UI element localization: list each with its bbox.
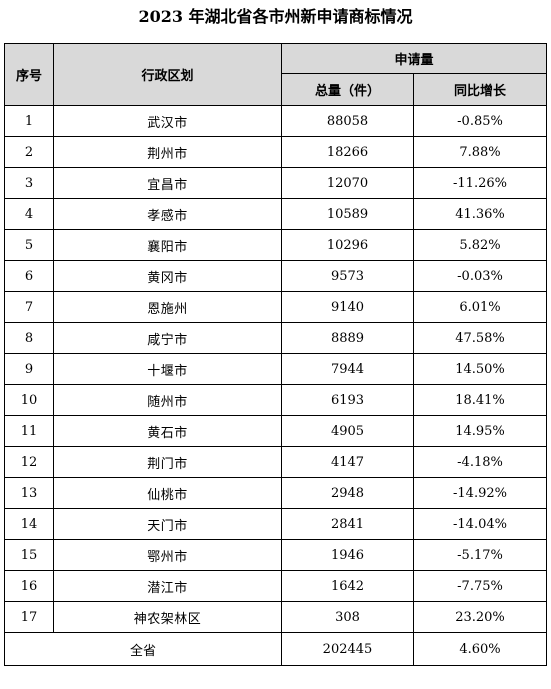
row-region-cell: 潜江市 [53, 570, 282, 602]
row-total-cell: 12070 [281, 167, 414, 199]
row-growth-cell: -7.75% [412, 570, 548, 602]
summary-growth-cell: 4.60% [412, 632, 548, 666]
table-row: 12 荆门市 4147 -4.18% [4, 446, 548, 478]
row-growth-cell: 7.88% [412, 136, 548, 168]
row-growth-cell: 14.50% [412, 353, 548, 385]
header-region: 行政区划 [53, 43, 282, 106]
row-index-cell: 5 [4, 229, 54, 261]
row-region-cell: 孝感市 [53, 198, 282, 230]
row-total-cell: 10296 [281, 229, 414, 261]
row-growth-cell: 5.82% [412, 229, 548, 261]
row-total-cell: 4147 [281, 446, 414, 478]
row-growth-cell: -4.18% [412, 446, 548, 478]
header-row-sub: 总量（件） 同比增长 [5, 73, 548, 106]
table-row: 4 孝感市 10589 41.36% [4, 198, 548, 230]
row-total-cell: 1946 [281, 539, 414, 571]
row-total-cell: 2841 [281, 508, 414, 540]
row-growth-cell: -0.03% [412, 260, 548, 292]
row-region-cell: 神农架林区 [53, 601, 282, 633]
row-total-cell: 9140 [281, 291, 414, 323]
row-region-cell: 荆门市 [53, 446, 282, 478]
trademark-table: 序号 行政区划 申请量 总量（件） 同比增长 1 武汉市 88058 -0.85% 2 荆… [4, 43, 548, 666]
row-growth-cell: 18.41% [412, 384, 548, 416]
row-index-cell: 3 [4, 167, 54, 199]
header-total: 总量（件） [281, 73, 414, 106]
row-total-cell: 1642 [281, 570, 414, 602]
row-index-cell: 9 [4, 353, 54, 385]
table-body: 1 武汉市 88058 -0.85% 2 荆州市 18266 7.88% 3 宜昌市 12070 -1… [4, 105, 548, 666]
row-region-cell: 天门市 [53, 508, 282, 540]
row-region-cell: 恩施州 [53, 291, 282, 323]
row-region-cell: 随州市 [53, 384, 282, 416]
table-row: 10 随州市 6193 18.41% [4, 384, 548, 416]
row-index-cell: 16 [4, 570, 54, 602]
row-index-cell: 11 [4, 415, 54, 447]
row-growth-cell: -11.26% [412, 167, 548, 199]
row-total-cell: 88058 [281, 105, 414, 137]
row-total-cell: 2948 [281, 477, 414, 509]
row-total-cell: 308 [281, 601, 414, 633]
row-region-cell: 荆州市 [53, 136, 282, 168]
row-index-cell: 6 [4, 260, 54, 292]
row-index-cell: 7 [4, 291, 54, 323]
row-growth-cell: -14.92% [412, 477, 548, 509]
summary-row: 全省 202445 4.60% [4, 632, 548, 666]
row-region-cell: 黄冈市 [53, 260, 282, 292]
row-growth-cell: 14.95% [412, 415, 548, 447]
row-region-cell: 仙桃市 [53, 477, 282, 509]
table-row: 1 武汉市 88058 -0.85% [4, 105, 548, 137]
row-index-cell: 12 [4, 446, 54, 478]
row-index-cell: 8 [4, 322, 54, 354]
row-region-cell: 咸宁市 [53, 322, 282, 354]
row-total-cell: 4905 [281, 415, 414, 447]
row-index-cell: 2 [4, 136, 54, 168]
table-row: 14 天门市 2841 -14.04% [4, 508, 548, 540]
row-total-cell: 7944 [281, 353, 414, 385]
row-growth-cell: 6.01% [412, 291, 548, 323]
row-total-cell: 8889 [281, 322, 414, 354]
row-growth-cell: 23.20% [412, 601, 548, 633]
row-region-cell: 黄石市 [53, 415, 282, 447]
header-index: 序号 [4, 43, 54, 106]
table-row: 3 宜昌市 12070 -11.26% [4, 167, 548, 199]
row-region-cell: 十堰市 [53, 353, 282, 385]
table-row: 13 仙桃市 2948 -14.92% [4, 477, 548, 509]
row-growth-cell: -14.04% [412, 508, 548, 540]
summary-label-cell: 全省 [4, 632, 282, 666]
row-total-cell: 6193 [281, 384, 414, 416]
row-index-cell: 1 [4, 105, 54, 137]
row-growth-cell: -0.85% [412, 105, 548, 137]
table-row: 9 十堰市 7944 14.50% [4, 353, 548, 385]
row-total-cell: 9573 [281, 260, 414, 292]
row-region-cell: 宜昌市 [53, 167, 282, 199]
row-region-cell: 武汉市 [53, 105, 282, 137]
row-growth-cell: 47.58% [412, 322, 548, 354]
table-row: 11 黄石市 4905 14.95% [4, 415, 548, 447]
table-row: 8 咸宁市 8889 47.58% [4, 322, 548, 354]
row-growth-cell: 41.36% [412, 198, 548, 230]
table-row: 15 鄂州市 1946 -5.17% [4, 539, 548, 571]
page-title: 2023 年湖北省各市州新申请商标情况 [138, 7, 413, 26]
summary-total-cell: 202445 [281, 632, 414, 666]
header-application-group: 申请量 [280, 43, 548, 74]
header-growth: 同比增长 [412, 73, 548, 106]
table-row: 2 荆州市 18266 7.88% [4, 136, 548, 168]
table-row: 6 黄冈市 9573 -0.03% [4, 260, 548, 292]
row-total-cell: 10589 [281, 198, 414, 230]
row-index-cell: 17 [4, 601, 54, 633]
table-row: 16 潜江市 1642 -7.75% [4, 570, 548, 602]
row-growth-cell: -5.17% [412, 539, 548, 571]
row-region-cell: 襄阳市 [53, 229, 282, 261]
row-region-cell: 鄂州市 [53, 539, 282, 571]
row-index-cell: 14 [4, 508, 54, 540]
row-index-cell: 4 [4, 198, 54, 230]
header-row-top: 序号 行政区划 申请量 [4, 43, 548, 106]
row-index-cell: 13 [4, 477, 54, 509]
table-row: 5 襄阳市 10296 5.82% [4, 229, 548, 261]
row-total-cell: 18266 [281, 136, 414, 168]
row-index-cell: 10 [4, 384, 54, 416]
table-row: 7 恩施州 9140 6.01% [4, 291, 548, 323]
table-row: 17 神农架林区 308 23.20% [4, 601, 548, 633]
row-index-cell: 15 [4, 539, 54, 571]
